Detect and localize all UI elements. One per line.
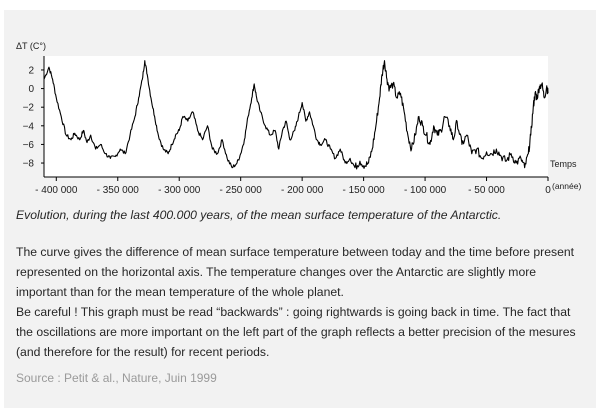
x-tick-label: - 400 000 <box>35 185 78 196</box>
x-axis-label-unit: (année) <box>552 181 581 191</box>
description-text: The curve gives the difference of mean s… <box>16 243 588 362</box>
y-tick-label: −4 <box>23 121 35 132</box>
y-tick-label: −2 <box>23 103 35 114</box>
x-tick-label: - 300 000 <box>158 185 201 196</box>
description-paragraph-1: The curve gives the difference of mean s… <box>16 245 575 299</box>
chart-container: 2 0 −2 −4 −6 −8 - 400 000 - 350 000 - 300 000 - 2… <box>14 36 584 206</box>
x-tick-label: - 50 000 <box>468 185 505 196</box>
x-tick-label: 0 <box>545 185 551 196</box>
y-tick-label: −6 <box>23 140 35 151</box>
source-citation: Source : Petit & al., Nature, Juin 1999 <box>16 371 217 385</box>
figure-caption: Evolution, during the last 400.000 years… <box>16 208 502 222</box>
temperature-series-line <box>43 60 549 170</box>
x-tick-label: - 100 000 <box>404 185 447 196</box>
x-tick-label: - 250 000 <box>220 185 263 196</box>
description-paragraph-2: Be careful ! This graph must be read “ba… <box>16 304 576 359</box>
plot-area <box>44 56 548 177</box>
x-tick-label: - 150 000 <box>342 185 385 196</box>
y-axis-label: ΔT (C°) <box>16 41 46 51</box>
y-tick-label: 2 <box>28 65 34 76</box>
y-tick-label: 0 <box>28 84 34 95</box>
temperature-chart: 2 0 −2 −4 −6 −8 - 400 000 - 350 000 - 300 000 - 2… <box>16 41 581 196</box>
x-tick-label: - 200 000 <box>281 185 324 196</box>
x-tick-label: - 350 000 <box>97 185 140 196</box>
y-tick-label: −8 <box>23 159 35 170</box>
x-axis-label: Temps <box>550 159 577 169</box>
figure-card: 2 0 −2 −4 −6 −8 - 400 000 - 350 000 - 300 000 - 2… <box>4 10 596 408</box>
